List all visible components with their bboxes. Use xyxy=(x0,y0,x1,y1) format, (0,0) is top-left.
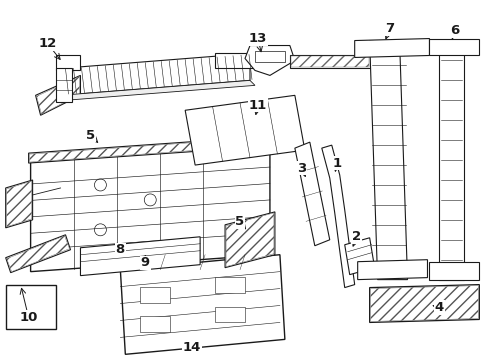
Polygon shape xyxy=(56,55,81,71)
Polygon shape xyxy=(369,41,407,280)
Polygon shape xyxy=(289,55,369,68)
Polygon shape xyxy=(29,136,270,163)
Polygon shape xyxy=(120,255,285,354)
Polygon shape xyxy=(254,50,285,62)
Text: 8: 8 xyxy=(116,243,125,256)
Text: 9: 9 xyxy=(141,256,149,269)
Polygon shape xyxy=(36,75,81,115)
Text: 6: 6 xyxy=(449,24,458,37)
Polygon shape xyxy=(224,212,274,268)
Text: 5: 5 xyxy=(235,215,244,228)
Polygon shape xyxy=(357,260,427,280)
Polygon shape xyxy=(6,285,56,329)
Polygon shape xyxy=(61,80,254,100)
Bar xyxy=(140,287,170,302)
Polygon shape xyxy=(370,285,477,321)
Text: 3: 3 xyxy=(297,162,306,175)
Polygon shape xyxy=(7,236,69,272)
Polygon shape xyxy=(37,76,80,114)
Polygon shape xyxy=(31,145,269,272)
Polygon shape xyxy=(294,142,329,246)
Polygon shape xyxy=(56,68,72,102)
Text: 4: 4 xyxy=(434,301,443,314)
Text: 13: 13 xyxy=(248,32,266,45)
Polygon shape xyxy=(215,54,264,68)
Polygon shape xyxy=(6,235,70,273)
Polygon shape xyxy=(439,42,464,280)
Bar xyxy=(215,306,244,323)
Bar xyxy=(140,316,170,332)
Polygon shape xyxy=(354,39,428,58)
Text: 1: 1 xyxy=(331,157,341,170)
Polygon shape xyxy=(61,54,249,95)
Text: 11: 11 xyxy=(248,99,266,112)
Polygon shape xyxy=(225,213,273,267)
Polygon shape xyxy=(290,57,368,67)
Polygon shape xyxy=(321,145,354,288)
Polygon shape xyxy=(428,262,478,280)
Polygon shape xyxy=(428,39,478,55)
Polygon shape xyxy=(244,45,294,75)
Text: 5: 5 xyxy=(86,129,95,142)
Text: 7: 7 xyxy=(384,22,393,35)
Text: 12: 12 xyxy=(39,37,57,50)
Polygon shape xyxy=(30,137,269,162)
Polygon shape xyxy=(185,95,304,165)
Polygon shape xyxy=(344,238,374,275)
Text: 14: 14 xyxy=(183,341,201,354)
Polygon shape xyxy=(369,285,478,323)
Bar xyxy=(215,276,244,293)
Polygon shape xyxy=(7,181,32,227)
Text: 2: 2 xyxy=(351,230,361,243)
Polygon shape xyxy=(81,237,200,276)
Polygon shape xyxy=(6,180,33,228)
Text: 10: 10 xyxy=(20,311,38,324)
